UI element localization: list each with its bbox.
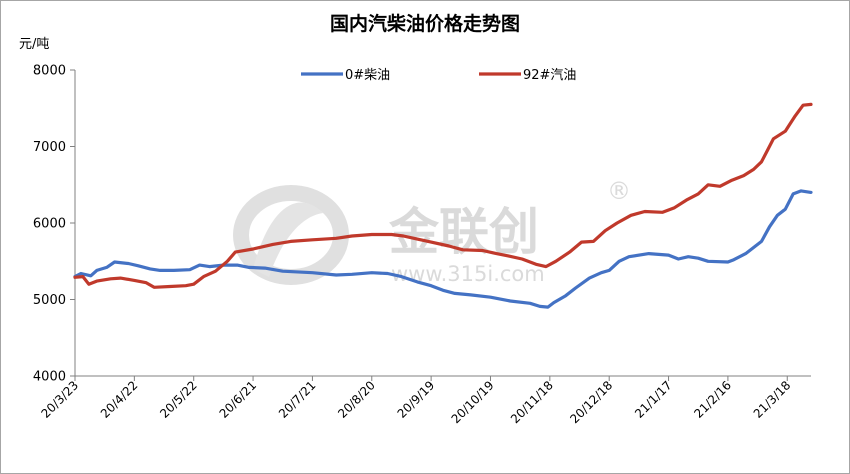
watermark-registered-symbol: ®	[607, 177, 631, 205]
x-tick-label: 20/8/20	[335, 378, 378, 421]
x-tick-label: 20/12/18	[567, 378, 615, 426]
y-tick-label: 4000	[33, 370, 66, 385]
series-line-0	[73, 189, 813, 309]
x-tick-label: 20/9/19	[395, 378, 438, 421]
series-layer	[73, 102, 813, 309]
x-tick-label: 21/2/16	[691, 378, 734, 421]
y-axis: 4000 5000 6000 7000 8000	[33, 64, 76, 385]
y-tick-label: 8000	[33, 64, 66, 79]
legend: 0#柴油 92#汽油	[301, 68, 576, 83]
x-tick-label: 20/3/23	[39, 378, 82, 421]
watermark-logo-ring	[233, 185, 349, 285]
y-tick-label: 6000	[33, 217, 66, 232]
x-tick-label: 21/3/18	[751, 378, 794, 421]
legend-label-1: 92#汽油	[523, 68, 576, 83]
watermark-logo-swoosh	[253, 202, 323, 277]
x-tick-label: 21/1/17	[632, 378, 675, 421]
x-tick-label: 20/4/22	[98, 378, 141, 421]
y-tick-label: 7000	[33, 140, 66, 155]
x-tick-label: 20/10/19	[449, 378, 497, 426]
watermark: 金联创 ® www.315i.com	[233, 177, 631, 286]
x-tick-label: 20/11/18	[508, 378, 556, 426]
watermark-text: 金联创	[389, 203, 539, 261]
chart-title: 国内汽柴油价格走势图	[330, 12, 520, 35]
y-tick-label: 5000	[33, 293, 66, 308]
x-tick-label: 20/6/21	[217, 378, 260, 421]
y-axis-unit-label: 元/吨	[19, 37, 49, 52]
x-tick-label: 20/5/22	[157, 378, 200, 421]
x-tick-label: 20/7/21	[276, 378, 319, 421]
x-axis: 20/3/23 20/4/22 20/5/22 20/6/21 20/7/21 20/8/…	[39, 375, 811, 426]
legend-label-0: 0#柴油	[345, 68, 390, 83]
series-line-1	[73, 102, 813, 289]
